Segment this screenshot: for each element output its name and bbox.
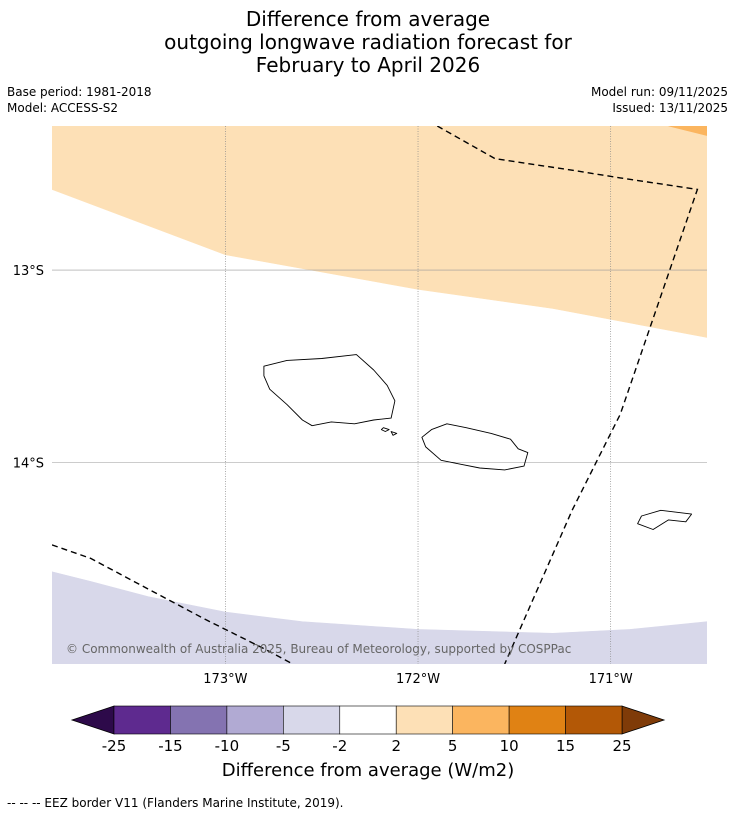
anomaly-region-orange	[668, 126, 707, 136]
copyright-notice: © Commonwealth of Australia 2025, Bureau…	[66, 642, 571, 656]
longitude-tick-label: 171°W	[589, 672, 633, 687]
title-line-1: Difference from average	[245, 7, 491, 31]
latitude-tick-label: 14°S	[13, 456, 44, 471]
colorbar-segment	[283, 705, 341, 735]
title-line-2: outgoing longwave radiation forecast for	[164, 30, 572, 54]
colorbar-tick-label: -10	[215, 737, 240, 755]
colorbar-tick-label: -5	[276, 737, 291, 755]
island-coastline	[421, 423, 529, 471]
island-coastline	[390, 431, 398, 436]
eez-border-line	[436, 126, 699, 664]
colorbar-tick-label: -2	[332, 737, 347, 755]
meta-right: Model run: 09/11/2025 Issued: 13/11/2025	[591, 84, 728, 116]
title-line-3: February to April 2026	[255, 53, 481, 77]
colorbar-title: Difference from average (W/m2)	[221, 760, 515, 781]
map-title: Difference from average outgoing longwav…	[0, 8, 736, 77]
model-label: Model: ACCESS-S2	[7, 101, 119, 115]
island-coastline	[637, 509, 693, 530]
colorbar-tick-label: 25	[612, 737, 631, 755]
base-period-label: Base period: 1981-2018	[7, 85, 152, 99]
graticule	[52, 126, 707, 664]
colorbar-segment	[508, 705, 566, 735]
colorbar: -25 -15 -10 -5 -2 2 5 10 15 25	[70, 705, 666, 755]
eez-border-line	[52, 544, 294, 664]
meta-left: Base period: 1981-2018 Model: ACCESS-S2	[7, 84, 152, 116]
longitude-tick-label: 172°W	[396, 672, 440, 687]
anomaly-region-light-orange	[52, 126, 707, 338]
colorbar-segment	[452, 705, 510, 735]
coastlines	[263, 354, 693, 530]
colorbar-segment	[170, 705, 228, 735]
model-run-label: Model run: 09/11/2025	[590, 85, 728, 99]
colorbar-segment	[113, 705, 171, 735]
island-coastline	[263, 354, 396, 427]
colorbar-segment	[339, 705, 397, 735]
colorbar-tick-label: 15	[556, 737, 575, 755]
anomaly-regions	[52, 126, 707, 664]
colorbar-segment	[565, 705, 623, 735]
colorbar-tick-label: -15	[158, 737, 183, 755]
latitude-tick-label: 13°S	[13, 264, 44, 279]
eez-borders	[52, 126, 699, 664]
issued-label: Issued: 13/11/2025	[612, 101, 728, 115]
colorbar-segment	[395, 705, 453, 735]
axis-labels: 13°S 14°S 173°W 172°W 171°W	[13, 264, 633, 687]
colorbar-under-arrow	[70, 705, 115, 735]
anomaly-region-light-purple	[52, 571, 707, 664]
island-coastline	[380, 427, 390, 432]
eez-footnote: -- -- -- EEZ border V11 (Flanders Marine…	[7, 796, 344, 810]
colorbar-tick-label: 10	[500, 737, 519, 755]
colorbar-tick-label: 5	[448, 737, 458, 755]
colorbar-tick-label: 2	[391, 737, 401, 755]
colorbar-tick-label: -25	[102, 737, 127, 755]
colorbar-over-arrow	[621, 705, 666, 735]
longitude-tick-label: 173°W	[203, 672, 247, 687]
map-area: © Commonwealth of Australia 2025, Bureau…	[52, 126, 707, 664]
colorbar-segment	[226, 705, 284, 735]
